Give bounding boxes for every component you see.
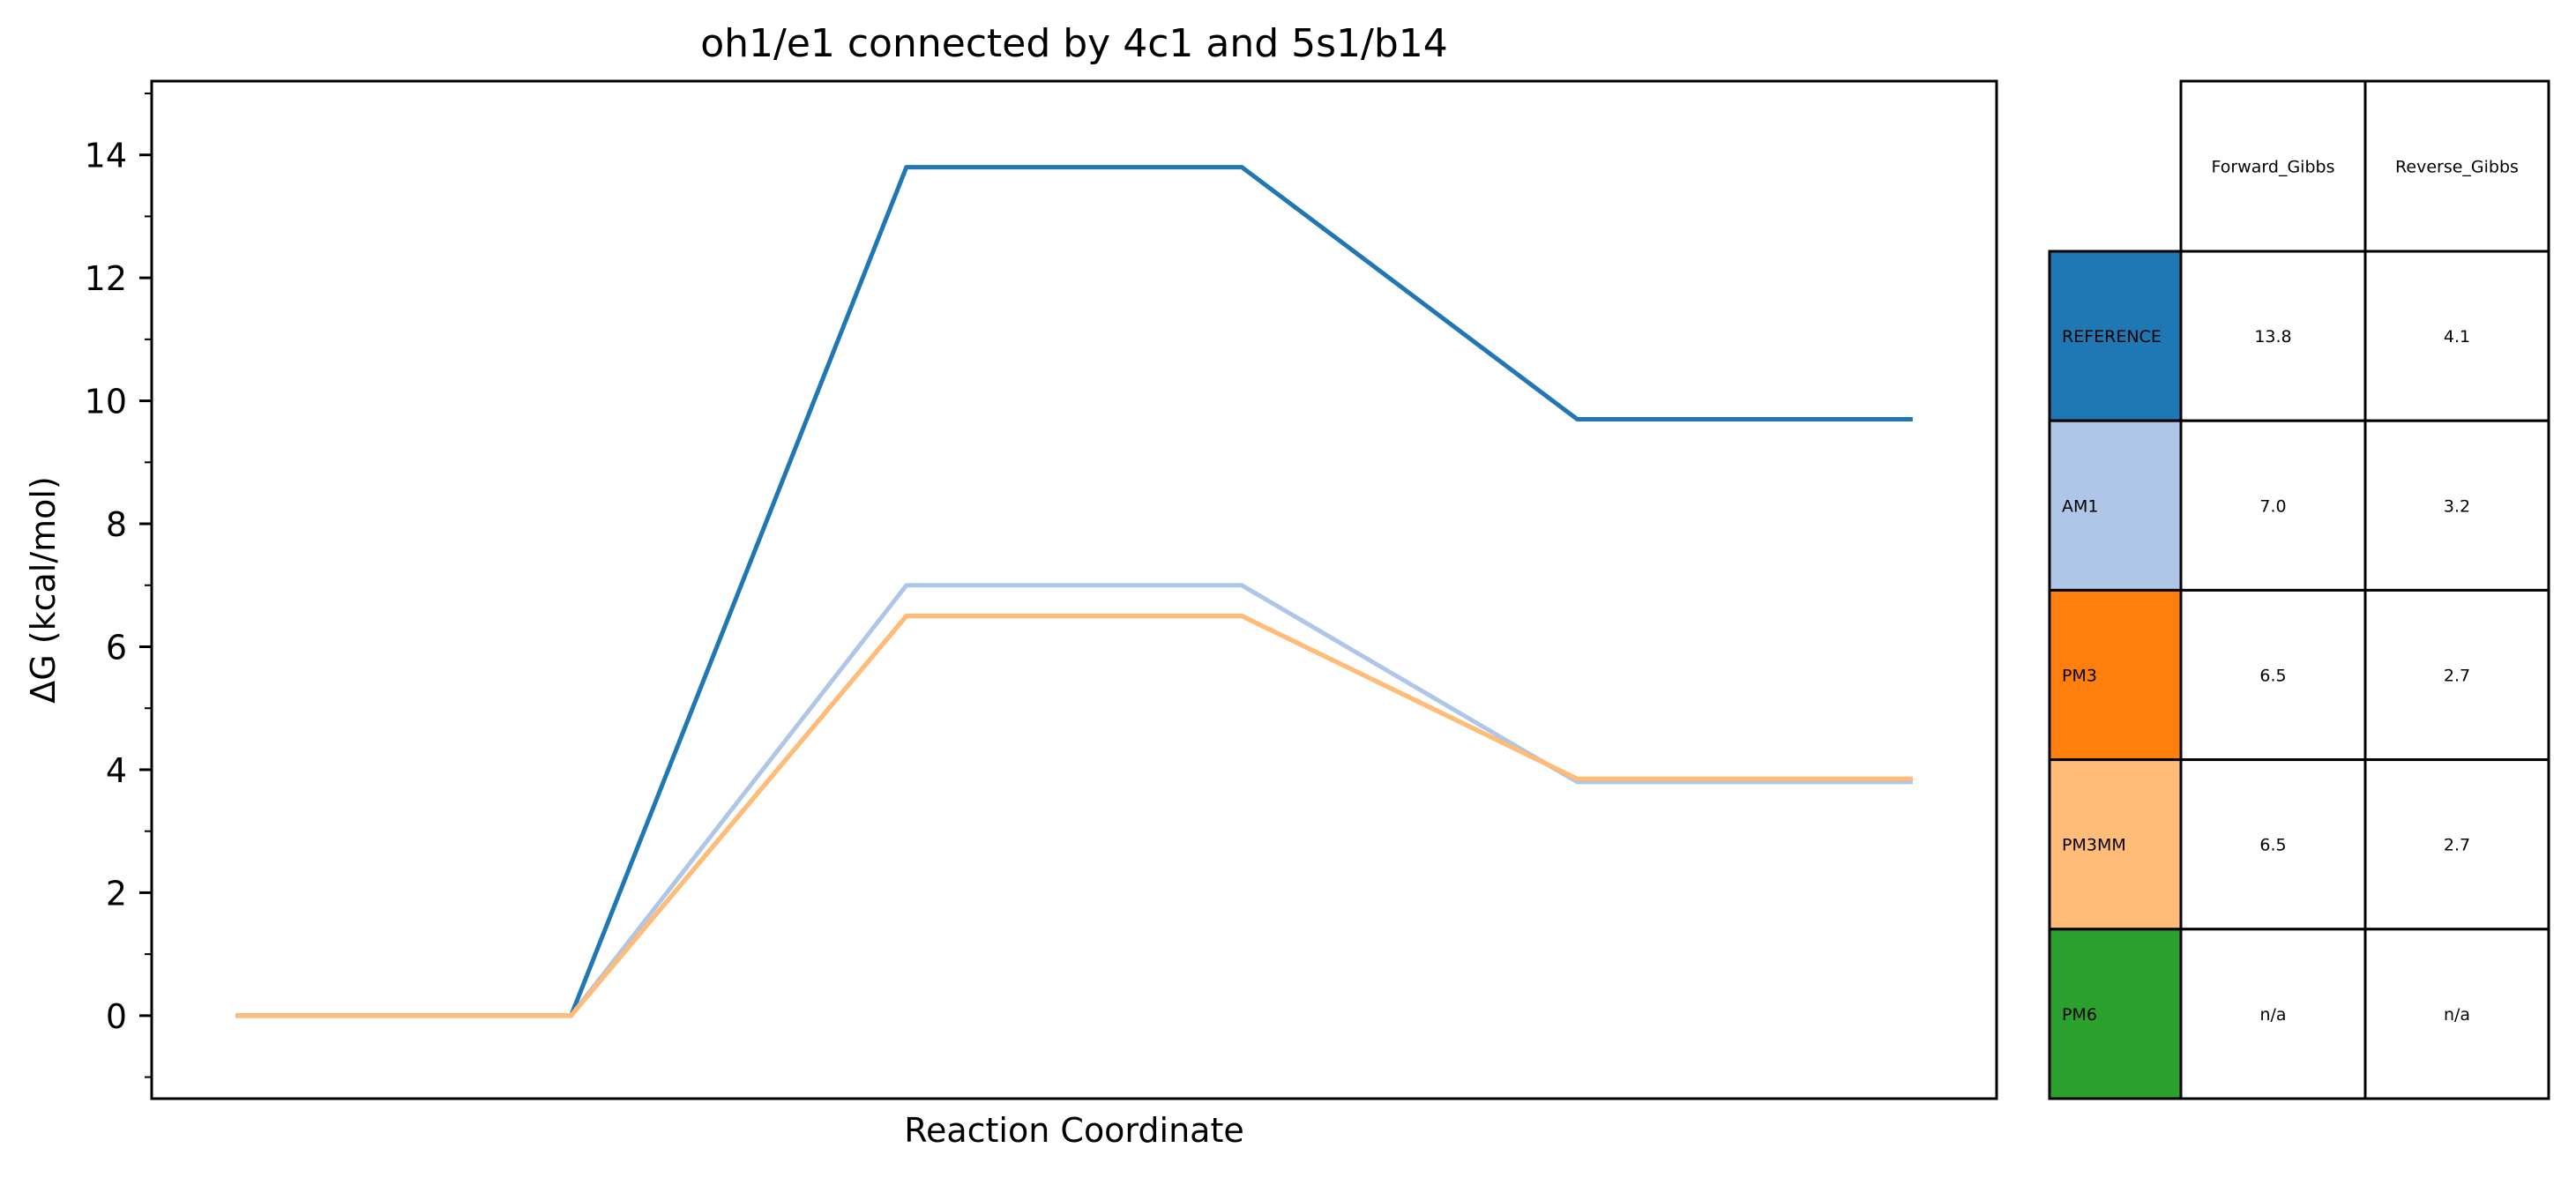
y-tick-label: 10: [85, 383, 127, 421]
series-line-reference: [235, 165, 1913, 1018]
table-cell: [2363, 250, 2550, 422]
table-row-label-cell: [2048, 588, 2183, 762]
y-tick-label: 12: [85, 259, 127, 298]
table-cell: [2363, 588, 2550, 762]
plot-frame: [150, 79, 1998, 1100]
table-row-label: PM3: [2062, 667, 2097, 686]
series-line-am1: [235, 583, 1913, 1018]
data-table: Forward_Gibbs Reverse_Gibbs REFERENCE 13.8 4…: [2048, 79, 2550, 1100]
table-cell-value: 13.8: [2254, 327, 2291, 347]
plot-area: 0 2 4 6 8 10 12 14: [85, 79, 1998, 1100]
table-cell: [2179, 419, 2367, 592]
y-tick-label: 0: [106, 997, 127, 1036]
table-cell: [2179, 928, 2367, 1100]
table-column-header: Reverse_Gibbs: [2395, 158, 2519, 177]
series-line-pm3: [235, 614, 1913, 1018]
table-cell-value: 6.5: [2259, 667, 2286, 686]
chart-title: oh1/e1 connected by 4c1 and 5s1/b14: [700, 21, 1448, 66]
y-tick-label: 4: [106, 751, 127, 790]
table-header-cell: [2179, 79, 2367, 253]
y-axis-ticks: 0 2 4 6 8 10 12 14: [85, 92, 152, 1078]
y-tick-label: 8: [106, 505, 127, 544]
table-cell-value: 7.0: [2259, 496, 2286, 516]
y-tick-label: 2: [106, 874, 127, 913]
table-header-cell: [2363, 79, 2550, 253]
table-column-header: Forward_Gibbs: [2212, 158, 2335, 177]
table-cell: [2363, 758, 2550, 931]
table-cell-value: 4.1: [2444, 327, 2470, 347]
series-line-pm3mm: [235, 614, 1913, 1018]
y-tick-label: 6: [106, 628, 127, 667]
table-row-label: AM1: [2062, 496, 2098, 516]
table-cell-value: 2.7: [2444, 836, 2470, 855]
series-layer: [235, 165, 1913, 1018]
table-cell-value: n/a: [2259, 1005, 2286, 1025]
table-row-label-cell: [2048, 928, 2183, 1100]
y-tick-label: 14: [85, 137, 127, 175]
table-cell-value: n/a: [2444, 1005, 2470, 1025]
table-cell-value: 6.5: [2259, 836, 2286, 855]
table-cell: [2363, 928, 2550, 1100]
table-row-label: PM3MM: [2062, 836, 2126, 855]
x-axis-label: Reaction Coordinate: [904, 1111, 1243, 1150]
table-row-label: PM6: [2062, 1005, 2097, 1025]
table-cell-value: 2.7: [2444, 667, 2470, 686]
table-row-label-cell: [2048, 419, 2183, 592]
table-cell: [2363, 419, 2550, 592]
table-row-label-cell: [2048, 250, 2183, 422]
table-row-label: REFERENCE: [2062, 327, 2162, 347]
table-cell-value: 3.2: [2444, 496, 2470, 516]
y-axis-label: ΔG (kcal/mol): [24, 476, 63, 704]
